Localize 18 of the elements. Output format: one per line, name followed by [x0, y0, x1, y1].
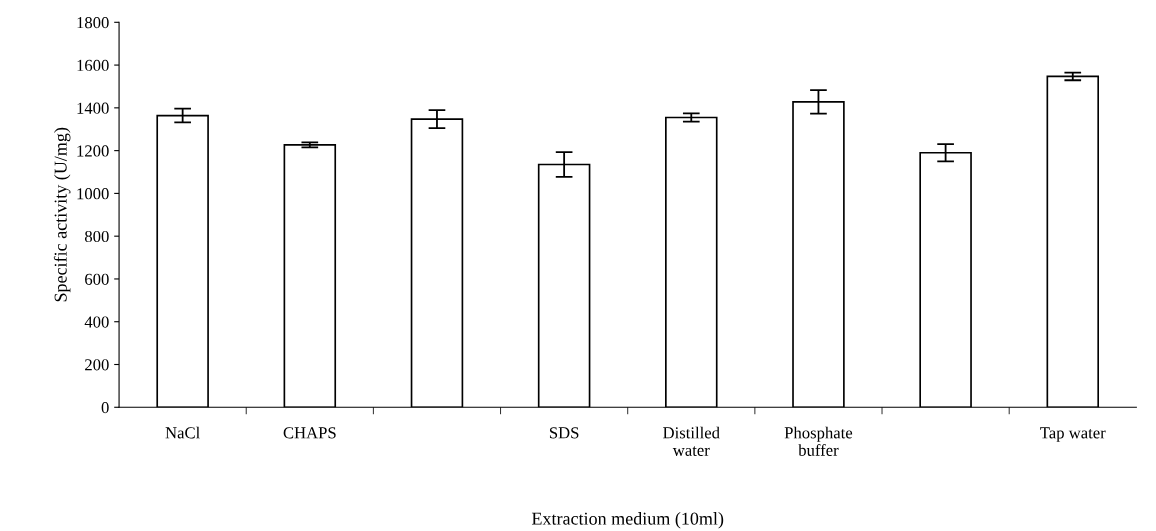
- y-tick-label: 1600: [77, 59, 109, 72]
- y-tick-label: 600: [85, 273, 109, 285]
- y-tick-label: 0: [101, 401, 109, 414]
- y-tick-label: 1000: [77, 188, 109, 200]
- x-tick-label: SDS: [549, 427, 579, 439]
- x-tick-label: Phosphate buffer: [784, 426, 853, 456]
- y-axis-title: Specific activity (U/mg): [53, 127, 71, 302]
- x-tick-label: Tap water: [1040, 427, 1106, 442]
- x-tick-label: NaCl: [165, 426, 200, 439]
- y-tick-label: 200: [85, 359, 109, 371]
- y-tick-label: 1800: [77, 17, 109, 29]
- y-tick-label: 400: [84, 316, 109, 328]
- x-tick-label: Distilled water: [663, 426, 720, 456]
- x-axis-title: Extraction medium (10ml): [531, 512, 724, 529]
- x-tick-label: CHAPS: [283, 427, 336, 439]
- y-tick-label: 1400: [77, 102, 109, 114]
- y-tick-label: 800: [84, 230, 109, 243]
- y-tick-label: 1200: [77, 145, 109, 157]
